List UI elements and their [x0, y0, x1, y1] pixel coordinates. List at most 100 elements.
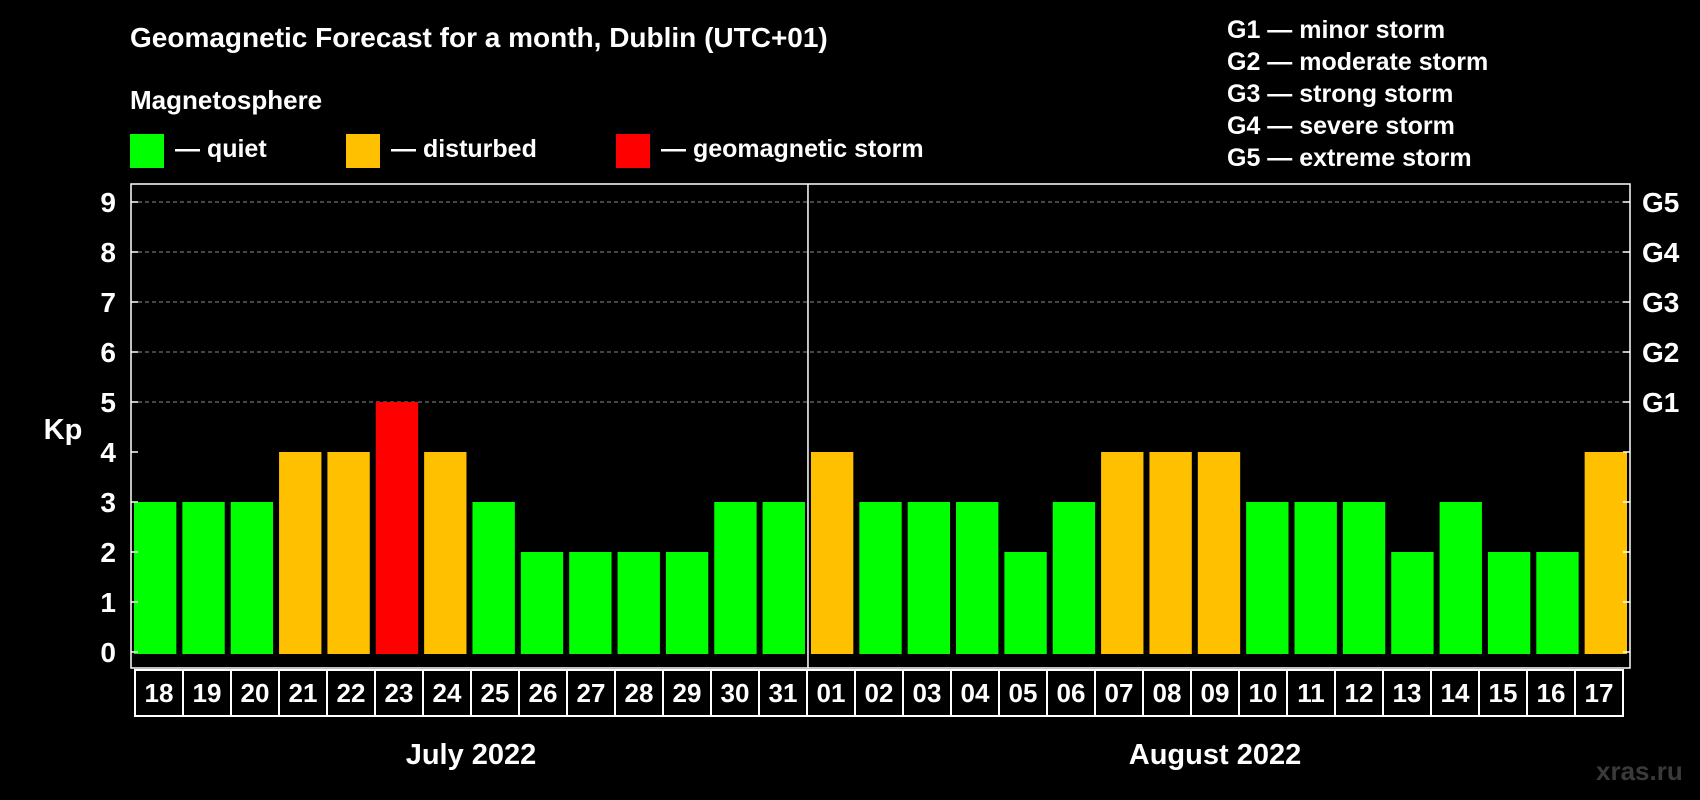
y-tick-label-2: 2 — [100, 537, 116, 568]
bar-25 — [472, 502, 515, 654]
y-tick-label-4: 4 — [100, 437, 116, 468]
y-tick-label-3: 3 — [100, 487, 116, 518]
legend-disturbed-swatch — [346, 134, 380, 168]
day-label-22: 22 — [337, 678, 366, 708]
day-label-11: 11 — [1297, 678, 1325, 708]
bar-05 — [1004, 552, 1047, 654]
bar-18 — [134, 502, 177, 654]
day-label-13: 13 — [1393, 678, 1422, 708]
storm-scale-legend: G1 — minor storm G2 — moderate storm G3 … — [1227, 14, 1488, 174]
day-label-26: 26 — [529, 678, 558, 708]
bar-14 — [1439, 502, 1482, 654]
right-label-G2: G2 — [1642, 337, 1679, 368]
bar-08 — [1149, 452, 1192, 654]
storm-scale-g2: G2 — moderate storm — [1227, 48, 1489, 76]
day-label-25: 25 — [481, 678, 510, 708]
y-tick-label-1: 1 — [100, 587, 116, 618]
day-label-16: 16 — [1537, 678, 1566, 708]
day-label-14: 14 — [1441, 678, 1470, 708]
day-label-18: 18 — [145, 678, 174, 708]
right-label-G5: G5 — [1642, 187, 1679, 218]
legend-storm-swatch — [616, 134, 650, 168]
day-label-27: 27 — [577, 678, 606, 708]
bar-31 — [762, 502, 805, 654]
bar-12 — [1342, 502, 1386, 654]
legend-disturbed: — disturbed — [346, 134, 566, 168]
day-table — [134, 669, 1624, 717]
bar-28 — [617, 552, 660, 654]
bar-01 — [810, 452, 854, 654]
legend-storm: — geomagnetic storm — [616, 134, 956, 168]
legend-storm-label: — geomagnetic storm — [661, 135, 924, 163]
storm-scale-g4: G4 — severe storm — [1227, 112, 1455, 140]
legend-quiet-label: — quiet — [175, 135, 267, 163]
bar-04 — [956, 502, 999, 654]
y-tick-label-6: 6 — [100, 337, 116, 368]
month-label-0: July 2022 — [406, 739, 537, 771]
bar-20 — [230, 502, 274, 654]
y-axis-label: Kp — [44, 414, 83, 446]
magnetosphere-heading: Magnetosphere — [130, 85, 323, 115]
day-label-03: 03 — [913, 678, 942, 708]
bar-02 — [859, 502, 902, 654]
day-label-20: 20 — [241, 678, 270, 708]
storm-scale-g3: G3 — strong storm — [1227, 80, 1454, 108]
y-tick-label-8: 8 — [100, 237, 116, 268]
day-label-23: 23 — [385, 678, 414, 708]
day-label-31: 31 — [769, 678, 798, 708]
y-tick-label-0: 0 — [100, 637, 116, 668]
day-label-12: 12 — [1345, 678, 1374, 708]
right-label-G4: G4 — [1642, 237, 1680, 268]
day-label-29: 29 — [673, 678, 702, 708]
day-label-15: 15 — [1489, 678, 1518, 708]
day-label-04: 04 — [961, 678, 990, 708]
day-label-28: 28 — [625, 678, 654, 708]
bar-29 — [665, 552, 709, 654]
day-label-10: 10 — [1249, 678, 1278, 708]
plot-frame — [130, 183, 1631, 669]
day-label-24: 24 — [433, 678, 462, 708]
bar-21 — [279, 452, 322, 654]
day-label-30: 30 — [721, 678, 750, 708]
y-tick-label-7: 7 — [100, 287, 116, 318]
bar-06 — [1052, 502, 1096, 654]
day-label-07: 07 — [1105, 678, 1134, 708]
bar-23 — [375, 402, 419, 654]
legend-quiet-swatch — [130, 134, 164, 168]
legend-quiet: — quiet — [130, 134, 290, 168]
bar-30 — [714, 502, 757, 654]
day-label-06: 06 — [1057, 678, 1086, 708]
day-label-02: 02 — [865, 678, 894, 708]
bar-13 — [1391, 552, 1434, 654]
bar-03 — [907, 502, 951, 654]
storm-scale-g1: G1 — minor storm — [1227, 16, 1446, 44]
bar-10 — [1246, 502, 1289, 654]
watermark: xras.ru — [1596, 756, 1683, 786]
day-label-08: 08 — [1153, 678, 1182, 708]
day-label-01: 01 — [817, 678, 846, 708]
bar-09 — [1197, 452, 1241, 654]
bar-15 — [1487, 552, 1531, 654]
chart-title: Geomagnetic Forecast for a month, Dublin… — [130, 22, 828, 53]
right-label-G3: G3 — [1642, 287, 1679, 318]
bar-07 — [1101, 452, 1144, 654]
day-label-05: 05 — [1009, 678, 1038, 708]
legend-disturbed-label: — disturbed — [391, 135, 537, 163]
y-tick-label-5: 5 — [100, 387, 116, 418]
day-label-21: 21 — [289, 678, 318, 708]
bar-24 — [424, 452, 467, 654]
bar-22 — [327, 452, 370, 654]
y-tick-label-9: 9 — [100, 187, 116, 218]
bar-19 — [182, 502, 225, 654]
storm-scale-g5: G5 — extreme storm — [1227, 144, 1472, 172]
day-label-09: 09 — [1201, 678, 1230, 708]
day-label-19: 19 — [193, 678, 222, 708]
bar-17 — [1584, 452, 1627, 654]
month-label-1: August 2022 — [1129, 739, 1301, 771]
bar-26 — [520, 552, 564, 654]
bar-27 — [569, 552, 612, 654]
day-label-17: 17 — [1585, 678, 1614, 708]
right-label-G1: G1 — [1642, 387, 1679, 418]
bar-11 — [1294, 502, 1337, 654]
